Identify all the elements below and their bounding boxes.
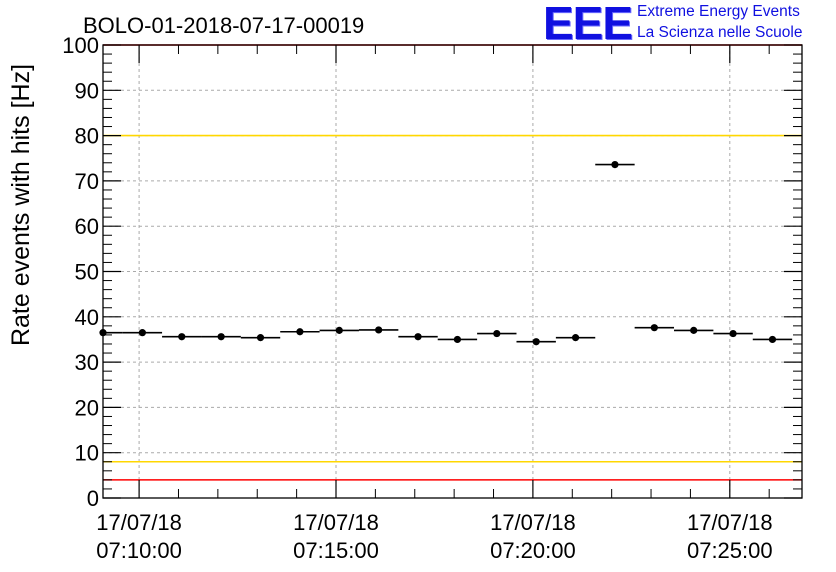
data-point bbox=[256, 334, 265, 342]
logo-line-2: La Scienza nelle Scuole bbox=[637, 24, 803, 41]
x-tick-time: 07:25:00 bbox=[687, 538, 773, 563]
y-axis-title: Rate events with hits [Hz] bbox=[7, 64, 35, 346]
x-tick-time: 07:20:00 bbox=[490, 538, 576, 563]
eee-logo: EEE Extreme Energy Events La Scienza nel… bbox=[543, 0, 833, 49]
data-point bbox=[493, 329, 501, 338]
data-point bbox=[571, 334, 580, 342]
data-point bbox=[453, 335, 462, 344]
y-tick-label: 70 bbox=[75, 169, 99, 194]
y-tick-label: 60 bbox=[75, 214, 99, 239]
y-tick-label: 90 bbox=[75, 78, 99, 103]
data-points bbox=[99, 160, 793, 346]
data-point bbox=[99, 329, 107, 337]
data-point bbox=[690, 326, 698, 334]
data-point bbox=[138, 329, 146, 337]
y-tick-labels: 0 10 20 30 40 50 60 70 80 90 100 bbox=[62, 33, 99, 511]
axis-ticks bbox=[103, 44, 802, 499]
logo-line-1: Extreme Energy Events bbox=[637, 3, 800, 20]
y-tick-label: 100 bbox=[62, 33, 99, 58]
data-point bbox=[335, 326, 343, 334]
y-tick-label: 80 bbox=[75, 124, 99, 149]
data-point bbox=[768, 335, 777, 344]
y-tick-label: 10 bbox=[75, 441, 99, 466]
x-tick-date: 17/07/18 bbox=[96, 510, 182, 535]
data-point bbox=[375, 326, 383, 334]
y-tick-label: 40 bbox=[75, 305, 99, 330]
y-tick-label: 50 bbox=[75, 260, 99, 285]
x-tick-time: 07:15:00 bbox=[293, 538, 379, 563]
grid-lines bbox=[103, 45, 802, 498]
y-tick-label: 20 bbox=[75, 395, 99, 420]
data-point bbox=[611, 160, 619, 169]
x-tick-date: 17/07/18 bbox=[293, 510, 379, 535]
x-tick-date: 17/07/18 bbox=[490, 510, 576, 535]
data-point bbox=[296, 328, 304, 336]
run-title: BOLO-01-2018-07-17-00019 bbox=[83, 13, 364, 38]
x-tick-date: 17/07/18 bbox=[687, 510, 773, 535]
y-tick-label: 30 bbox=[75, 350, 99, 375]
x-tick-labels: 17/07/18 07:10:00 17/07/18 07:15:00 17/07/18… bbox=[96, 510, 772, 563]
data-point bbox=[217, 333, 225, 341]
data-point bbox=[178, 333, 186, 341]
y-tick-label: 0 bbox=[87, 486, 99, 511]
data-point bbox=[729, 329, 737, 338]
data-point bbox=[414, 333, 422, 341]
data-point bbox=[532, 338, 540, 346]
reference-lines bbox=[103, 44, 802, 481]
eee-logo-letters: EEE bbox=[543, 0, 633, 49]
x-tick-time: 07:10:00 bbox=[96, 538, 182, 563]
data-point bbox=[650, 324, 658, 332]
